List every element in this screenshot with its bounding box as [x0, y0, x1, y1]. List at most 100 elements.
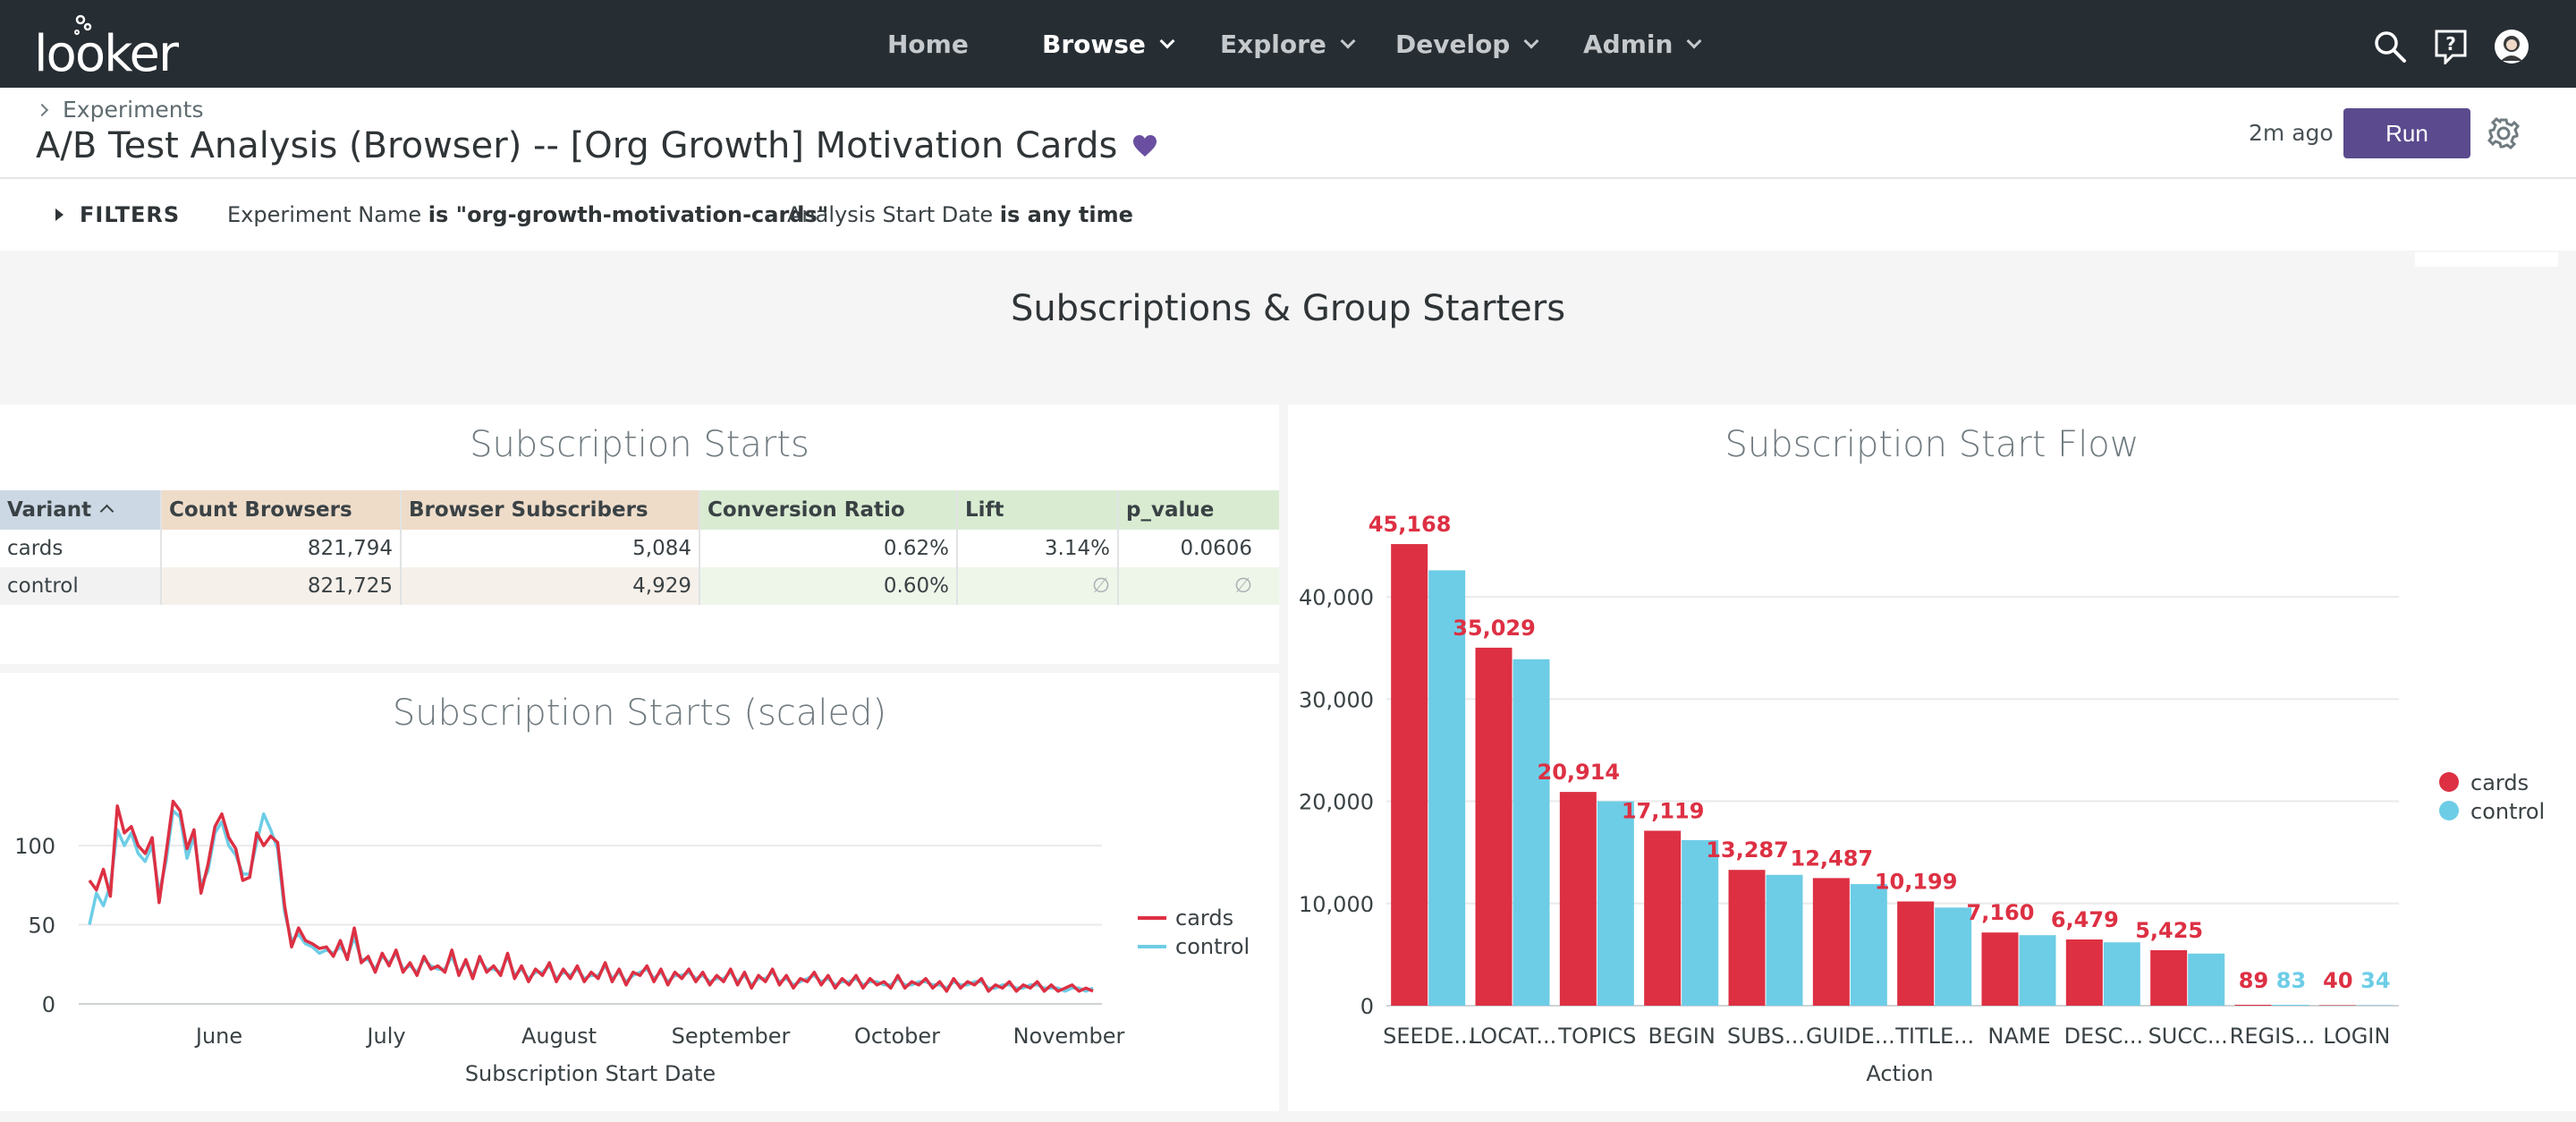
filter-condition: is "org-growth-motivation-cards"	[428, 202, 829, 227]
filters-bar: FILTERS Experiment Name is "org-growth-m…	[0, 179, 2576, 251]
data-label: 5,425	[2135, 918, 2203, 943]
run-button[interactable]: Run	[2343, 108, 2470, 158]
tile-title: Subscription Start Flow	[1724, 424, 2140, 465]
table-cell: 0.0606	[1180, 537, 1252, 560]
filter-field: Experiment Name	[227, 202, 428, 227]
x-axis-label: Action	[1866, 1061, 1933, 1086]
x-tick-label: DESC...	[2064, 1024, 2144, 1049]
bar-cards[interactable]	[1897, 901, 1935, 1006]
table-cell: 0.62%	[699, 530, 958, 567]
heart-icon[interactable]	[1131, 133, 1158, 158]
bar-cards[interactable]	[1812, 878, 1850, 1006]
legend-swatch-cards	[2439, 772, 2459, 792]
data-label: 20,914	[1538, 760, 1621, 785]
looker-logo[interactable]: looker	[34, 14, 179, 83]
legend-swatch-control	[2439, 801, 2459, 820]
tile-subscription-start-flow: Subscription Start Flow 0 10,000 20,000 30,…	[1288, 404, 2576, 1111]
bar-cards[interactable]	[1391, 544, 1428, 1006]
subscription-starts-table: Variant Count Browsers Browser Subscribe…	[0, 490, 1279, 605]
filter-field: Analysis Start Date	[787, 202, 1000, 227]
bar-control[interactable]	[1766, 874, 1803, 1006]
legend-label-cards: cards	[1175, 905, 1233, 931]
bar-cards[interactable]	[1644, 830, 1682, 1006]
avatar[interactable]	[2494, 29, 2529, 64]
y-tick-label: 40,000	[1299, 585, 1374, 610]
table-cell: 5,084	[401, 530, 700, 567]
table-cell: 821,794	[161, 530, 402, 567]
x-tick-label: October	[854, 1024, 940, 1049]
filters-toggle[interactable]: FILTERS	[55, 202, 180, 227]
legend-label-control: control	[1175, 934, 1250, 959]
bar-chart: 0 10,000 20,000 30,000 40,000 45,168 SEEDE... 3…	[1299, 512, 2545, 1086]
nav-develop[interactable]: Develop	[1395, 0, 1539, 88]
bar-control[interactable]	[2103, 942, 2140, 1006]
legend-label-control: control	[2470, 799, 2545, 824]
table-cell: cards	[0, 530, 162, 567]
gear-icon[interactable]	[2487, 116, 2521, 150]
nav-explore[interactable]: Explore	[1220, 0, 1356, 88]
column-header-conversion-ratio[interactable]: Conversion Ratio	[699, 490, 958, 530]
x-tick-label: July	[365, 1024, 405, 1049]
bar-control[interactable]	[2019, 935, 2056, 1006]
page-title-text: A/B Test Analysis (Browser) -- [Org Grow…	[36, 125, 1118, 166]
table-cell: 0.60%	[699, 567, 958, 605]
column-header-browser-subscribers[interactable]: Browser Subscribers	[401, 490, 700, 530]
nav-home-label: Home	[887, 29, 969, 59]
nav-admin[interactable]: Admin	[1583, 0, 1702, 88]
column-header-count-browsers[interactable]: Count Browsers	[161, 490, 402, 530]
x-tick-label: September	[672, 1024, 791, 1049]
nav-home[interactable]: Home	[887, 0, 969, 88]
help-icon[interactable]: ?	[2433, 29, 2469, 64]
x-tick-label: August	[521, 1024, 597, 1049]
x-tick-label: TOPICS	[1557, 1024, 1636, 1049]
bar-control[interactable]	[1682, 839, 1719, 1006]
column-header-variant[interactable]: Variant	[0, 490, 162, 530]
dashboard-header: Experiments A/B Test Analysis (Browser) …	[0, 88, 2576, 179]
table-cell: ∅	[1118, 567, 1279, 605]
data-label: 6,479	[2051, 907, 2119, 932]
bar-cards[interactable]	[2150, 950, 2188, 1006]
bar-cards[interactable]	[2234, 1004, 2272, 1006]
data-label: 12,487	[1791, 846, 1874, 871]
column-header-lift[interactable]: Lift	[957, 490, 1119, 530]
caret-right-icon	[55, 208, 64, 221]
y-tick-label: 100	[14, 834, 55, 859]
bar-cards[interactable]	[1475, 647, 1513, 1006]
data-label: 35,029	[1453, 616, 1536, 641]
top-nav-bar: looker Home Browse Explore Develop Admin…	[0, 0, 2576, 88]
column-label: Variant	[7, 498, 92, 522]
x-axis-label: Subscription Start Date	[465, 1061, 716, 1086]
y-tick-label: 50	[28, 914, 55, 939]
tile-subscription-starts-scaled: Subscription Starts (scaled) 0 50 100 June J…	[0, 673, 1279, 1111]
table-cell: ∅	[957, 567, 1119, 605]
breadcrumb[interactable]: Experiments	[35, 97, 203, 123]
section-edge	[2415, 252, 2558, 267]
bar-control[interactable]	[1935, 907, 1972, 1006]
data-label: 34	[2360, 968, 2390, 993]
bar-control[interactable]	[1513, 659, 1550, 1006]
column-header-p-value[interactable]: p_value	[1118, 490, 1279, 530]
bar-cards[interactable]	[1981, 932, 2019, 1006]
bar-control[interactable]	[2188, 953, 2225, 1006]
nav-browse[interactable]: Browse	[1042, 0, 1175, 88]
bar-control[interactable]	[1850, 884, 1887, 1006]
bar-cards[interactable]	[2065, 939, 2103, 1006]
bar-control[interactable]	[1428, 570, 1466, 1006]
bar-cards[interactable]	[1728, 870, 1766, 1006]
y-tick-label: 20,000	[1299, 790, 1374, 815]
bar-cards[interactable]	[1559, 792, 1597, 1006]
bar-control[interactable]	[1597, 801, 1634, 1006]
search-icon[interactable]	[2372, 29, 2408, 64]
x-tick-label: June	[194, 1024, 242, 1049]
x-tick-label: November	[1013, 1024, 1125, 1049]
sort-ascending-icon	[99, 504, 114, 519]
page-title: A/B Test Analysis (Browser) -- [Org Grow…	[36, 125, 1158, 166]
x-tick-label: REGIS...	[2230, 1024, 2316, 1049]
logo-dots-icon	[74, 14, 92, 35]
filter-experiment-name[interactable]: Experiment Name is "org-growth-motivatio…	[227, 202, 828, 227]
x-tick-label: BEGIN	[1648, 1024, 1716, 1049]
filter-analysis-start-date[interactable]: Analysis Start Date is any time	[787, 202, 1133, 227]
x-tick-label: SUBS...	[1727, 1024, 1805, 1049]
x-tick-label: LOCAT...	[1470, 1024, 1556, 1049]
bar-control[interactable]	[2272, 1005, 2309, 1006]
